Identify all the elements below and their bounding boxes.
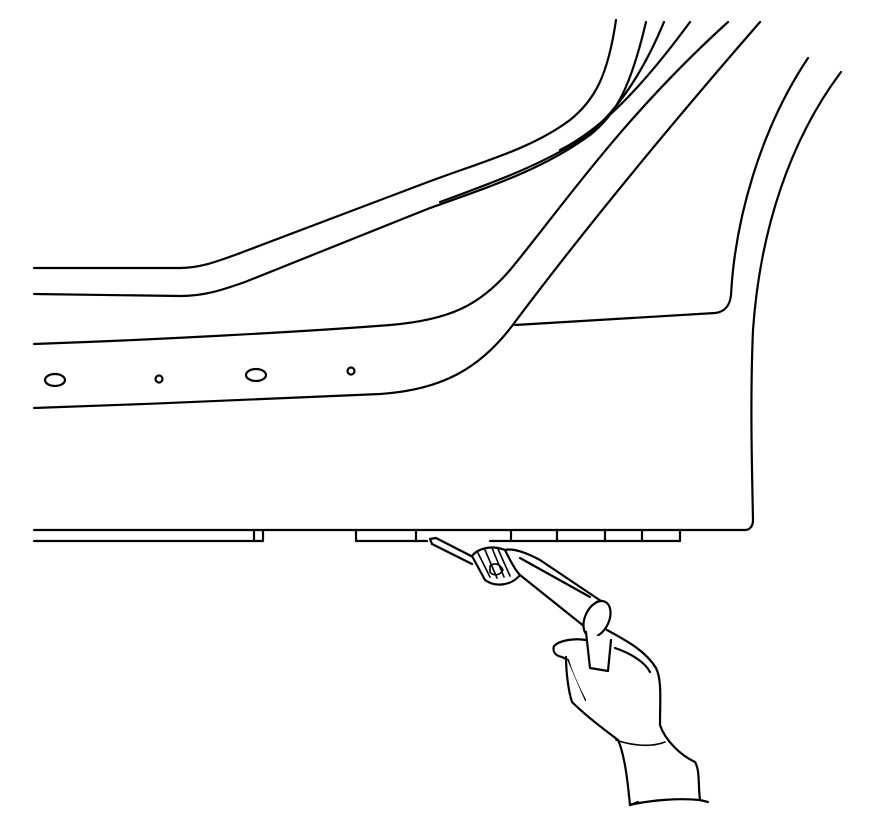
drill-collar-detail (489, 563, 504, 576)
oval-hole-2 (244, 367, 268, 383)
drill-icon (470, 546, 613, 673)
round-hole-1 (154, 374, 164, 384)
windshield-pillar-fourth-line (558, 20, 692, 152)
door-opening-flange (32, 20, 762, 410)
flange-segment-3 (488, 528, 682, 543)
rear-pillar-inner-line (513, 56, 810, 327)
hand-wrist-lines (615, 739, 666, 747)
drill-bit (428, 536, 477, 566)
windshield-pillar-third-line (438, 20, 666, 204)
round-hole-2 (346, 366, 356, 376)
flange-segment-1 (32, 528, 265, 543)
windshield-pillar-lines (32, 18, 692, 298)
windshield-pillar-second-line (32, 20, 648, 298)
flange-segment-2 (354, 528, 429, 543)
hand-icon (552, 628, 710, 807)
door-opening-upper-line (32, 20, 730, 346)
lower-pinch-weld-flange (32, 528, 682, 543)
rear-pillar-lines (513, 56, 843, 532)
windshield-pillar-outer-line (32, 18, 618, 270)
hand-wrist-cuff (628, 798, 710, 807)
drill-chuck-ridges (477, 547, 511, 579)
door-opening-lower-line (32, 20, 762, 410)
drill-body-top (518, 556, 592, 599)
hand-fingers (605, 628, 702, 802)
oval-hole-1 (43, 372, 67, 388)
hand-finger-knuckle (613, 646, 652, 674)
rear-pillar-outer-line (743, 70, 843, 532)
drill-bit-tip (428, 536, 438, 546)
hand-palm (564, 655, 632, 807)
drill-bit-shaft (430, 536, 477, 566)
drill-handle (584, 630, 613, 673)
